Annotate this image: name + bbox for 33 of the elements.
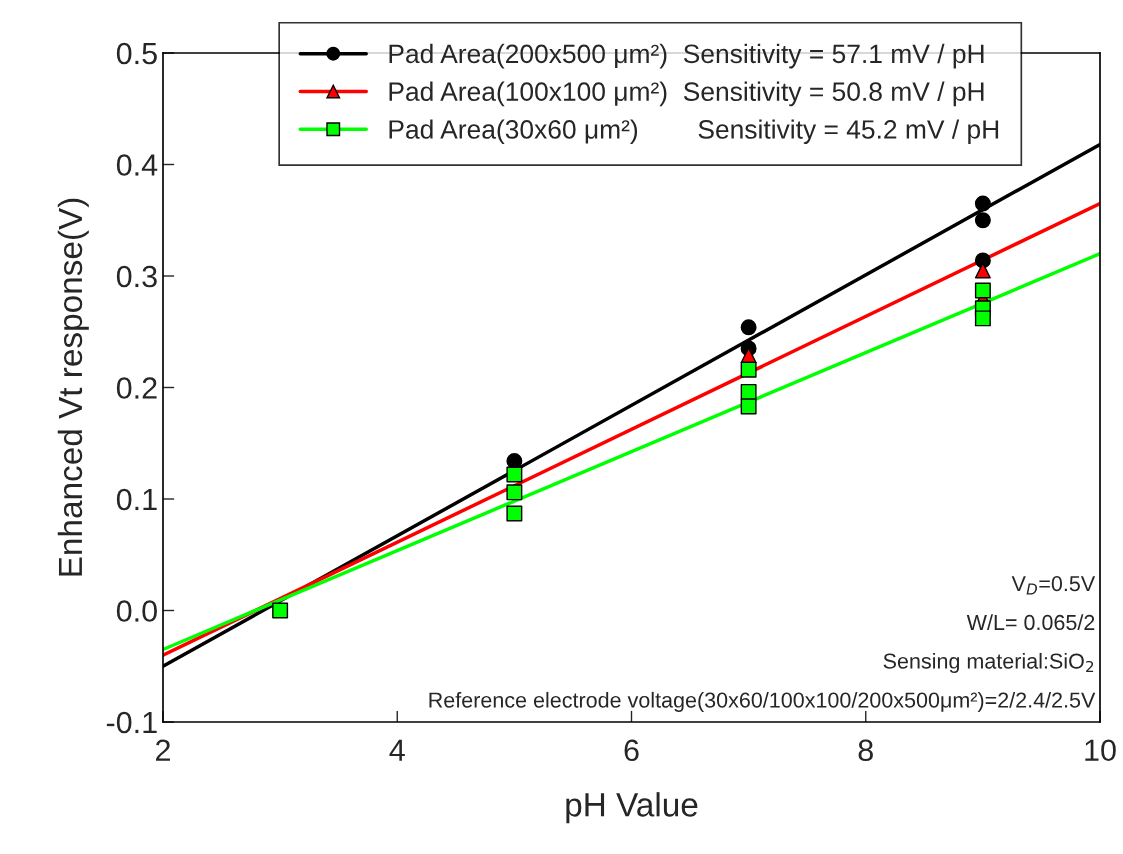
- annotation: Reference electrode voltage(30x60/100x100/200x500μm²)=2/2.4/2.5V: [429, 691, 1096, 712]
- point: [740, 361, 757, 378]
- y-tick-label: -0.1: [106, 711, 157, 734]
- x-tick-label: 6: [624, 739, 639, 762]
- x-axis-title: pH Value: [566, 792, 698, 824]
- y-tick-label: 0.3: [116, 265, 157, 288]
- x-tick-label: 8: [858, 739, 873, 762]
- y-tick-label: 0.0: [116, 600, 157, 622]
- legend-label: Pad Area(200x500 μm²) Sensitivity = 57.1 mV / pH: [389, 43, 984, 69]
- y-tick-label: 0.1: [116, 488, 157, 511]
- point: [506, 466, 523, 483]
- x-tick-label: 2: [156, 739, 170, 761]
- annotation: V$_{D}$=0.5V: [1011, 576, 1096, 595]
- x-tick-label: 4: [389, 739, 405, 761]
- point: [974, 212, 991, 229]
- point: [974, 195, 991, 212]
- legend-label: Pad Area(100x100 μm²) Sensitivity = 50.8 mV / pH: [389, 81, 984, 107]
- x-tick-label: 10: [1085, 739, 1116, 762]
- annotation: Sensing material:SiO$_{2}$: [883, 652, 1094, 673]
- y-axis-title: Enhanced Vt response(V): [57, 198, 89, 576]
- point: [974, 310, 991, 327]
- y-tick-label: 0.4: [116, 154, 158, 176]
- y-tick-label: 0.2: [116, 377, 157, 399]
- point: [506, 484, 523, 501]
- annotation: W/L= 0.065/2: [966, 614, 1095, 631]
- point: [506, 505, 523, 522]
- point: [740, 398, 757, 415]
- y-tick-label: 0.5: [116, 42, 157, 65]
- point: [974, 262, 991, 279]
- legend-label: Pad Area(30x60 μm²) Sensitivity = 45.2 mV / pH: [389, 119, 999, 145]
- point: [272, 602, 289, 619]
- point: [740, 319, 757, 336]
- point: [974, 282, 991, 299]
